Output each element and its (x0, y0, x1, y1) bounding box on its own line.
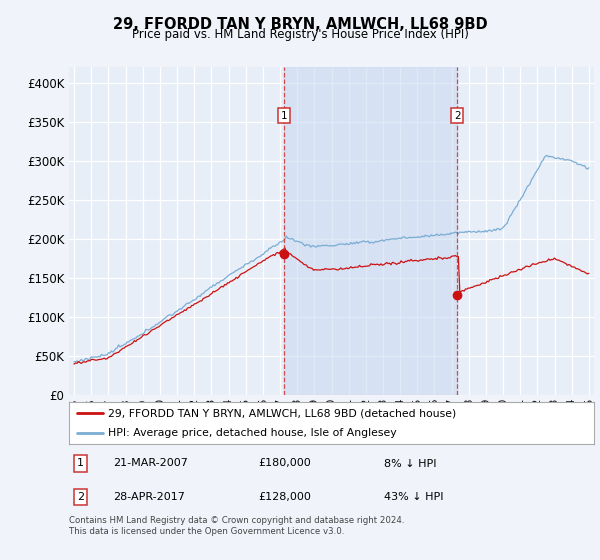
Text: 43% ↓ HPI: 43% ↓ HPI (384, 492, 443, 502)
Text: 1: 1 (280, 110, 287, 120)
Text: HPI: Average price, detached house, Isle of Anglesey: HPI: Average price, detached house, Isle… (109, 428, 397, 438)
Bar (284, 67, 457, 395)
Text: 8% ↓ HPI: 8% ↓ HPI (384, 459, 437, 469)
Text: Contains HM Land Registry data © Crown copyright and database right 2024.
This d: Contains HM Land Registry data © Crown c… (69, 516, 404, 536)
Text: Price paid vs. HM Land Registry's House Price Index (HPI): Price paid vs. HM Land Registry's House … (131, 28, 469, 41)
Text: £180,000: £180,000 (258, 459, 311, 469)
Text: 29, FFORDD TAN Y BRYN, AMLWCH, LL68 9BD (detached house): 29, FFORDD TAN Y BRYN, AMLWCH, LL68 9BD … (109, 408, 457, 418)
Text: 21-MAR-2007: 21-MAR-2007 (113, 459, 188, 469)
Text: 29, FFORDD TAN Y BRYN, AMLWCH, LL68 9BD: 29, FFORDD TAN Y BRYN, AMLWCH, LL68 9BD (113, 17, 487, 32)
Text: £128,000: £128,000 (258, 492, 311, 502)
Text: 2: 2 (454, 110, 460, 120)
Text: 1: 1 (77, 459, 84, 469)
Text: 2: 2 (77, 492, 84, 502)
Text: 28-APR-2017: 28-APR-2017 (113, 492, 185, 502)
